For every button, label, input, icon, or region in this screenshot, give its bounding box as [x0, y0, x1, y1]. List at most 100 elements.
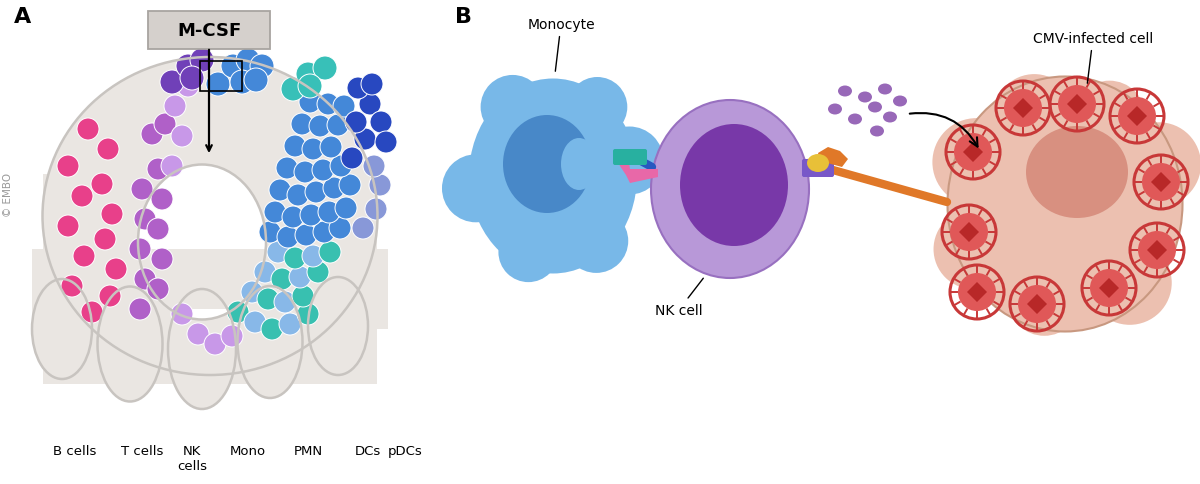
Circle shape: [307, 261, 329, 284]
Polygon shape: [1067, 95, 1087, 115]
Circle shape: [58, 215, 79, 238]
Circle shape: [94, 228, 116, 251]
Circle shape: [1117, 123, 1200, 207]
Circle shape: [296, 63, 320, 87]
Ellipse shape: [883, 112, 898, 123]
Circle shape: [97, 139, 119, 161]
Ellipse shape: [838, 86, 852, 97]
Text: Monocyte: Monocyte: [527, 18, 595, 72]
Circle shape: [995, 75, 1074, 155]
Circle shape: [298, 75, 322, 99]
Ellipse shape: [893, 96, 907, 107]
Circle shape: [299, 92, 322, 114]
Circle shape: [932, 119, 1020, 207]
Circle shape: [281, 78, 305, 102]
Circle shape: [134, 269, 156, 290]
Circle shape: [481, 76, 545, 140]
Circle shape: [61, 275, 83, 297]
Circle shape: [190, 49, 214, 73]
Circle shape: [100, 286, 121, 307]
Ellipse shape: [503, 116, 592, 213]
Circle shape: [352, 217, 374, 240]
Bar: [200, 62, 242, 92]
Ellipse shape: [32, 279, 92, 379]
Ellipse shape: [308, 277, 368, 375]
Circle shape: [244, 69, 268, 93]
Circle shape: [221, 55, 245, 79]
Circle shape: [334, 96, 355, 118]
Circle shape: [365, 198, 388, 221]
Circle shape: [313, 57, 337, 81]
Text: B cells: B cells: [53, 444, 97, 457]
Polygon shape: [1027, 294, 1046, 314]
Circle shape: [1018, 286, 1056, 323]
Circle shape: [498, 223, 558, 283]
Circle shape: [106, 258, 127, 280]
Circle shape: [310, 116, 331, 138]
Circle shape: [950, 213, 988, 252]
Bar: [43, 175, 377, 384]
Circle shape: [320, 136, 342, 159]
Ellipse shape: [828, 104, 842, 115]
Circle shape: [71, 186, 94, 208]
Circle shape: [164, 96, 186, 118]
Ellipse shape: [97, 287, 162, 402]
Polygon shape: [818, 148, 848, 167]
Circle shape: [227, 302, 250, 323]
Circle shape: [274, 291, 296, 313]
Circle shape: [568, 78, 628, 138]
Circle shape: [131, 179, 154, 200]
Bar: [32, 259, 388, 329]
Circle shape: [151, 189, 173, 211]
Ellipse shape: [469, 79, 637, 274]
Circle shape: [302, 245, 324, 268]
Circle shape: [341, 148, 364, 170]
Circle shape: [1118, 98, 1156, 136]
Circle shape: [359, 94, 382, 116]
Circle shape: [284, 247, 306, 270]
Text: NK cell: NK cell: [655, 279, 703, 318]
Circle shape: [148, 278, 169, 301]
Text: A: A: [14, 7, 31, 27]
Text: B: B: [455, 7, 472, 27]
Circle shape: [271, 269, 293, 290]
Circle shape: [277, 227, 299, 248]
Circle shape: [298, 303, 319, 325]
Ellipse shape: [870, 126, 884, 137]
Circle shape: [287, 184, 310, 207]
Circle shape: [335, 197, 358, 220]
Polygon shape: [964, 143, 983, 163]
Ellipse shape: [42, 58, 378, 375]
Circle shape: [312, 160, 334, 182]
Circle shape: [58, 156, 79, 178]
Circle shape: [254, 261, 276, 284]
Polygon shape: [967, 283, 988, 302]
Ellipse shape: [650, 101, 809, 278]
FancyBboxPatch shape: [613, 150, 647, 166]
Text: M-CSF: M-CSF: [176, 22, 241, 40]
Circle shape: [264, 201, 286, 224]
Circle shape: [172, 303, 193, 325]
Ellipse shape: [948, 77, 1182, 332]
Circle shape: [134, 209, 156, 230]
Circle shape: [282, 207, 304, 228]
Text: T cells: T cells: [121, 444, 163, 457]
Polygon shape: [618, 156, 658, 183]
Circle shape: [361, 74, 383, 96]
Circle shape: [954, 134, 992, 172]
Ellipse shape: [1026, 127, 1128, 219]
Circle shape: [1138, 231, 1176, 270]
Circle shape: [262, 318, 283, 340]
Circle shape: [148, 159, 169, 181]
Circle shape: [1004, 90, 1042, 128]
Circle shape: [148, 219, 169, 241]
Circle shape: [230, 71, 254, 95]
Polygon shape: [1013, 99, 1033, 119]
Bar: [32, 249, 388, 309]
Circle shape: [319, 242, 341, 263]
Text: NK
cells: NK cells: [178, 444, 208, 472]
Polygon shape: [959, 223, 979, 242]
Ellipse shape: [680, 125, 788, 246]
Text: CMV-infected cell: CMV-infected cell: [1033, 32, 1153, 84]
Circle shape: [82, 302, 103, 323]
